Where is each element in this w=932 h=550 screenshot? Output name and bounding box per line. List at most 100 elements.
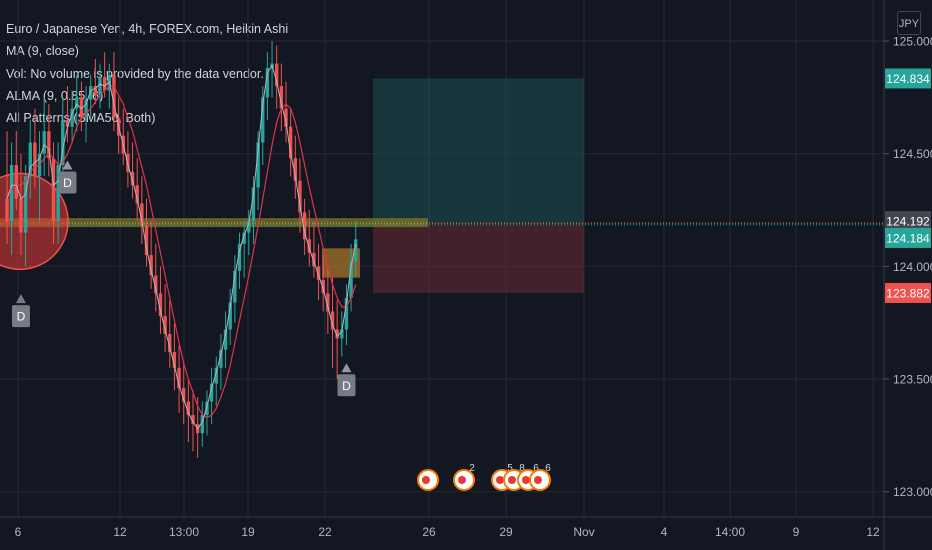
time-axis[interactable]: 6 12 13:00 19 22 26 29 Nov 4 14:00 9 12 [0, 516, 932, 539]
candle-body [326, 293, 330, 312]
x-tick-label: 4 [661, 525, 668, 539]
candle-body [154, 275, 158, 294]
candle-body [251, 187, 256, 222]
legend-vol[interactable]: Vol: No volume is provided by the data v… [6, 66, 264, 81]
candle-body [5, 198, 9, 222]
candle-body [298, 180, 302, 213]
candle-body [177, 367, 181, 389]
pattern-badge [58, 171, 77, 194]
candle-body [144, 225, 149, 256]
candle-body [102, 77, 107, 91]
position-zones [0, 78, 884, 293]
event-marker-dot [496, 476, 504, 484]
candle-body [182, 388, 186, 402]
candle-body [335, 329, 339, 339]
price-label: 124.834 [886, 72, 930, 86]
candle-body [23, 176, 28, 233]
x-tick-label: 29 [499, 525, 513, 539]
candle-body [47, 131, 51, 159]
price-label-box [885, 227, 931, 248]
candle-body [219, 349, 223, 368]
y-tick-label: 124.000 [893, 260, 932, 274]
pattern-label: D [63, 176, 72, 190]
legend-title[interactable]: Euro / Japanese Yen, 4h, FOREX.com, Heik… [6, 22, 289, 36]
y-tick-label: 123.000 [893, 485, 932, 499]
legend-ma[interactable]: MA (9, close) [6, 44, 79, 59]
price-label: 123.882 [886, 286, 930, 300]
candle-body [279, 86, 284, 109]
candle-body [14, 164, 18, 199]
candle-body [93, 86, 98, 96]
price-label-box [885, 211, 931, 232]
candle-body [233, 270, 237, 303]
y-tick-label: 125.000 [893, 35, 932, 49]
loss-zone [373, 223, 584, 293]
candle-body [330, 311, 335, 330]
pattern-arrow [15, 294, 26, 304]
pattern-markers[interactable]: D D D [11, 160, 356, 397]
candle-body [42, 131, 46, 154]
candle-body [65, 119, 70, 127]
price-label: 124.184 [886, 231, 930, 245]
price-axis[interactable]: 125.000 124.500 124.000 123.500 123.000 124.8… [883, 0, 932, 550]
pattern-badge [11, 305, 30, 328]
price-label-box [885, 68, 931, 89]
profit-zone [373, 78, 584, 224]
candle-body [158, 293, 163, 316]
candle-body [256, 142, 260, 188]
event-count: 5 [507, 463, 513, 474]
candle-body [84, 99, 88, 118]
event-count: 2 [469, 463, 475, 474]
event-marker-dot [458, 476, 466, 484]
x-tick-label: 6 [15, 525, 22, 539]
candle-body [19, 198, 23, 233]
legend-alma[interactable]: ALMA (9, 0.85, 6) [6, 88, 104, 103]
pattern-label: D [17, 310, 26, 324]
candle-body [205, 401, 209, 416]
x-tick-label: Nov [573, 525, 594, 539]
candle-body [200, 415, 204, 434]
event-count: 6 [533, 463, 539, 474]
candle-body [344, 297, 349, 330]
candle-body [265, 68, 270, 98]
x-tick-label: 19 [241, 525, 255, 539]
candle-body [340, 329, 344, 339]
candle-body [302, 212, 307, 240]
y-tick-label: 123.500 [893, 373, 932, 387]
candle-body [61, 119, 65, 165]
candle-body [98, 77, 102, 96]
event-count: 8 [519, 463, 525, 474]
candle-body [126, 153, 130, 172]
price-label: 124.192 [886, 215, 930, 229]
candle-body [33, 142, 37, 177]
candle-body [168, 333, 172, 353]
candle-body [284, 108, 288, 127]
x-tick-label: 9 [793, 525, 800, 539]
candle-body [140, 203, 144, 226]
currency-button[interactable]: JPY [897, 11, 921, 35]
candle-body [191, 415, 195, 425]
candle-body [349, 261, 353, 298]
indicator-lines [6, 64, 357, 430]
candle-body [51, 158, 56, 222]
pattern-arrow [62, 160, 73, 170]
x-tick-label: 14:00 [715, 525, 745, 539]
candle-body [209, 383, 214, 402]
candle-body [163, 315, 167, 334]
candle-body [321, 279, 325, 294]
candle-body [261, 97, 265, 143]
candlestick-series [5, 41, 358, 458]
event-marker-dot [522, 476, 530, 484]
candle-body [242, 232, 246, 244]
candle-body [275, 63, 279, 87]
candle-body [288, 126, 293, 159]
candle-body [135, 185, 139, 204]
candle-body [307, 239, 311, 253]
x-tick-label: 12 [113, 525, 127, 539]
candle-body [130, 171, 135, 186]
candle-body [70, 108, 74, 127]
x-tick-label: 12 [866, 525, 880, 539]
candle-body [293, 158, 297, 181]
